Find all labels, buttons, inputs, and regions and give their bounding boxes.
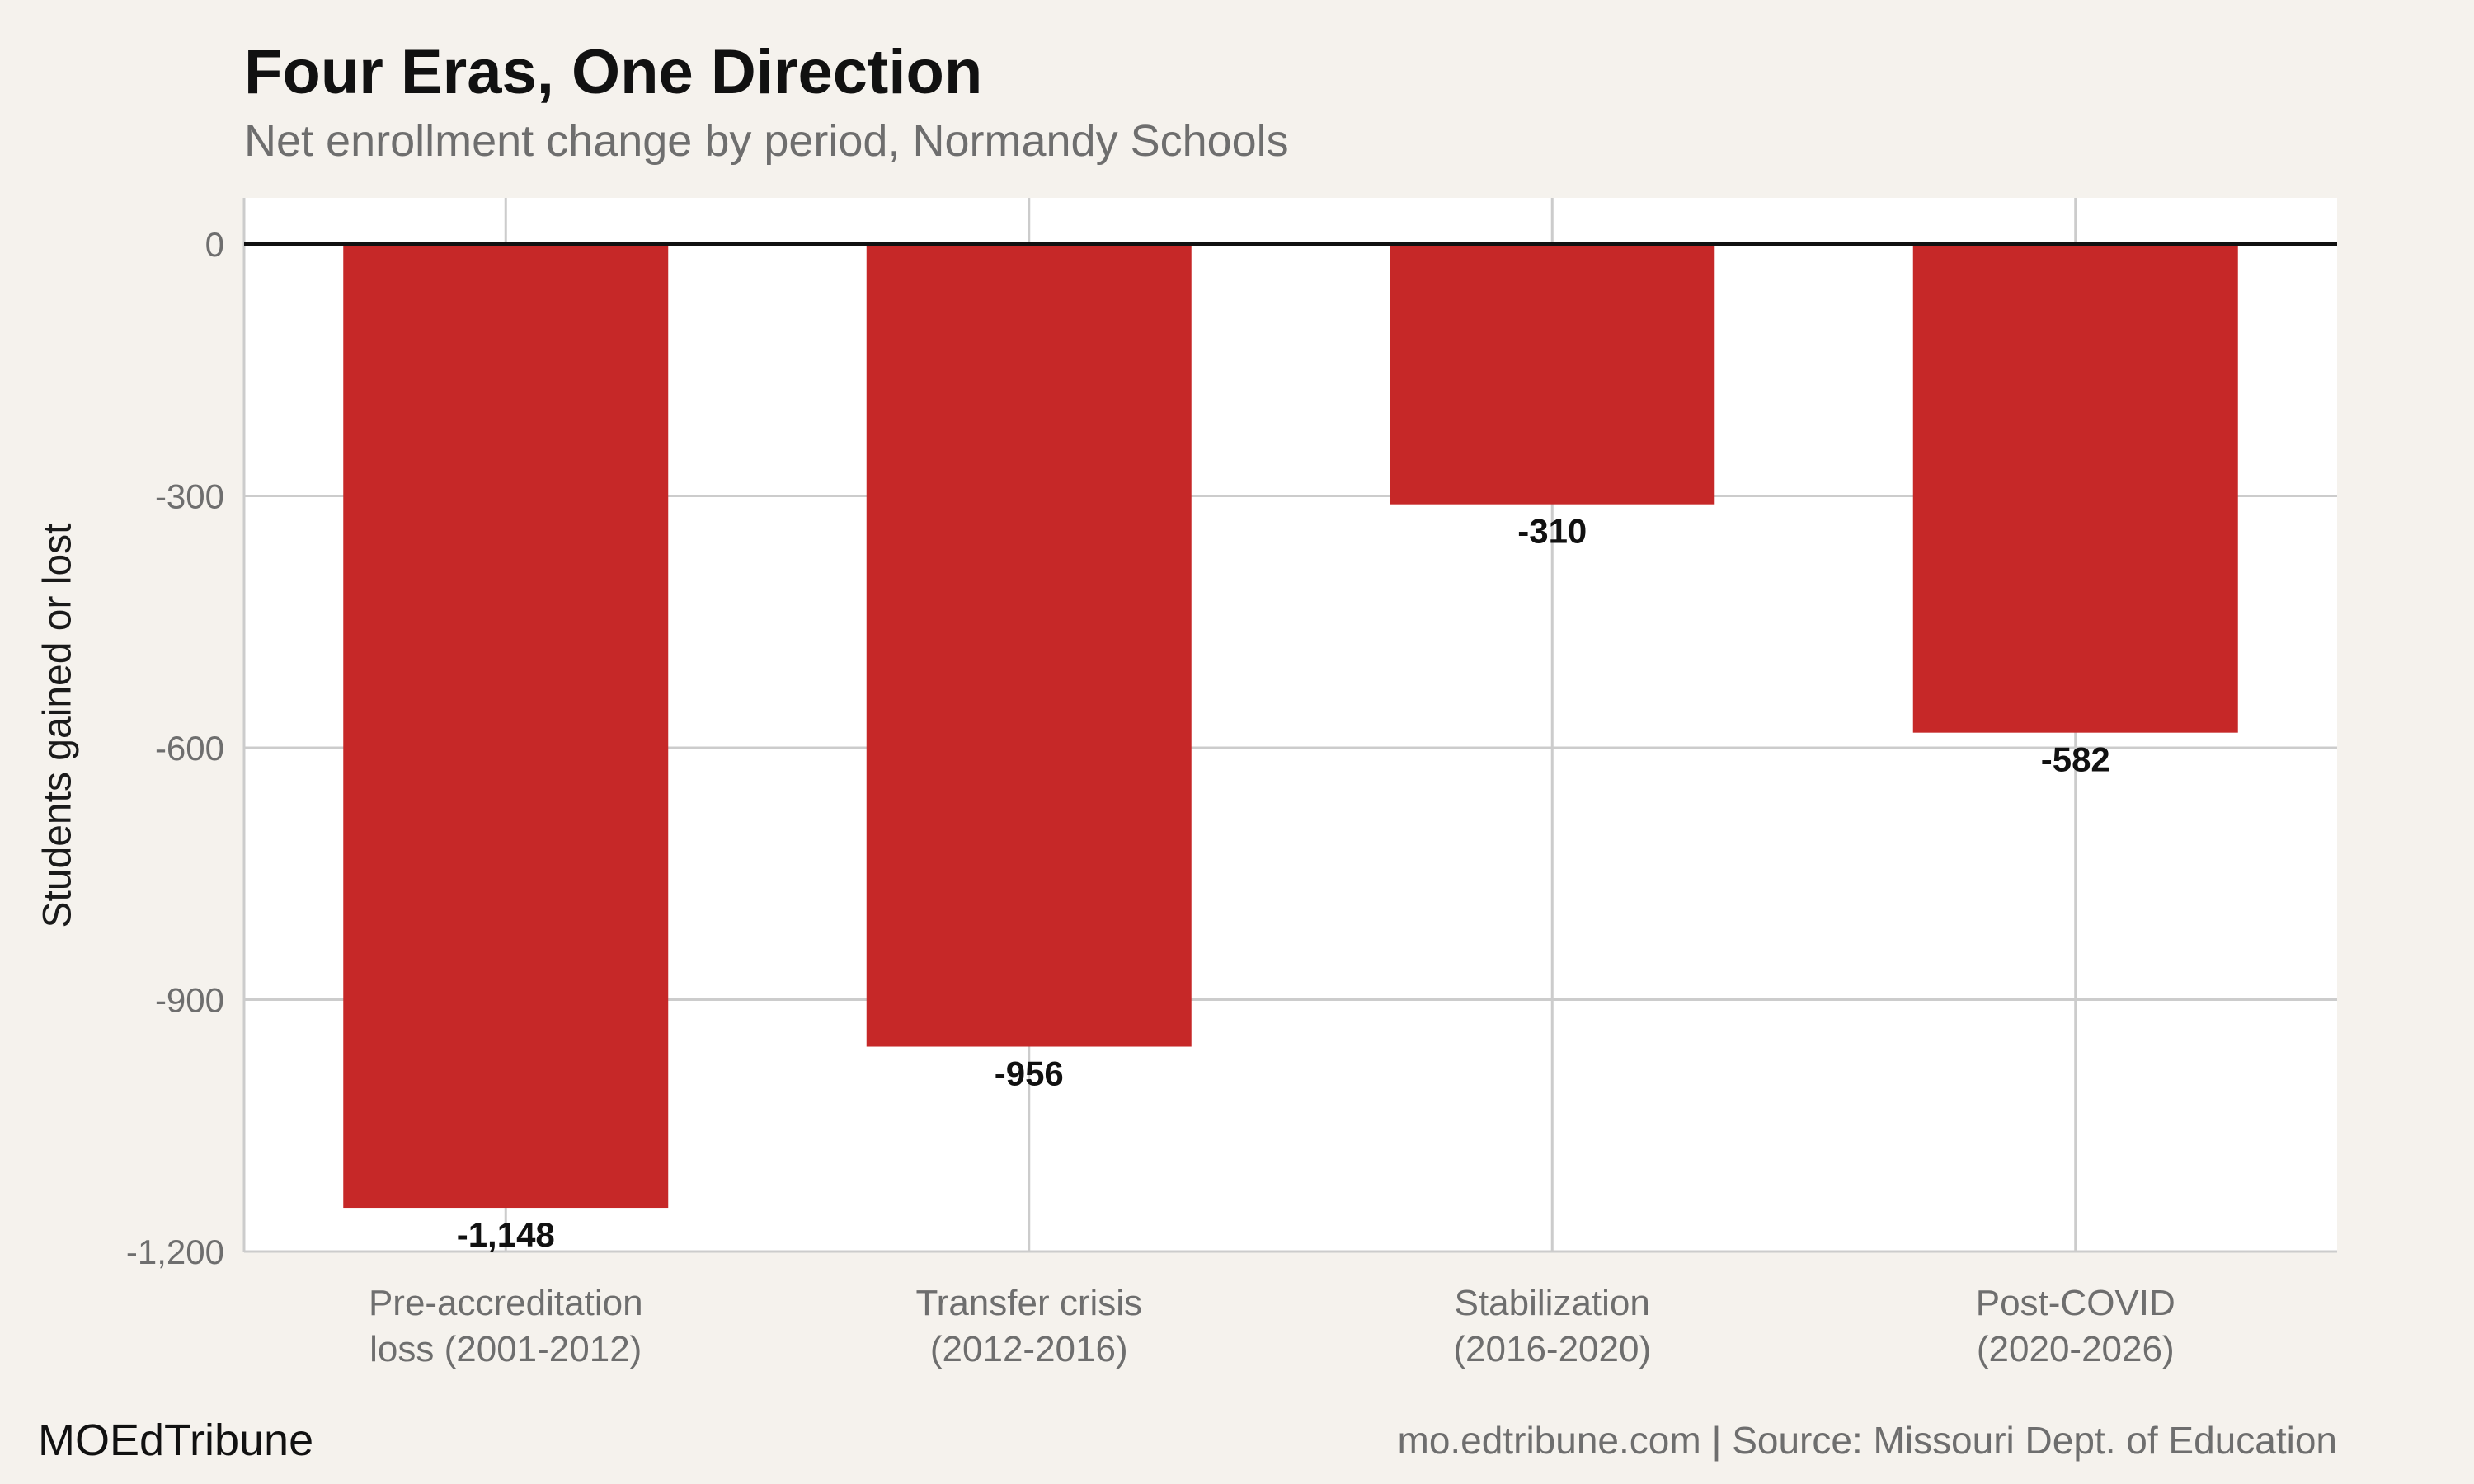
bar-value-label: -956 [995, 1054, 1064, 1093]
y-tick-label: 0 [205, 225, 224, 264]
bar [866, 244, 1192, 1047]
bar-value-label: -1,148 [457, 1215, 555, 1254]
chart-title: Four Eras, One Direction [244, 37, 983, 107]
y-tick-label: -300 [155, 477, 224, 516]
x-tick-label: (2020-2026) [1977, 1329, 2175, 1369]
x-tick-label: (2012-2016) [930, 1329, 1128, 1369]
y-tick-label: -900 [155, 981, 224, 1020]
x-tick-label: Post-COVID [1976, 1283, 2175, 1323]
bar-value-label: -582 [2041, 740, 2110, 779]
x-tick-label: (2016-2020) [1453, 1329, 1651, 1369]
x-tick-label: Pre-accreditation [369, 1283, 643, 1323]
bar [1912, 244, 2238, 733]
x-tick-label: Transfer crisis [915, 1283, 1142, 1323]
x-tick-label: Stabilization [1455, 1283, 1650, 1323]
bar-value-label: -310 [1517, 512, 1587, 551]
y-tick-label: -600 [155, 729, 224, 768]
bar [1390, 244, 1715, 505]
brand-logo-text: MOEdTribune [38, 1416, 314, 1465]
x-tick-label: loss (2001-2012) [369, 1329, 642, 1369]
bar [343, 244, 669, 1209]
source-note: mo.edtribune.com | Source: Missouri Dept… [1397, 1419, 2338, 1462]
chart-subtitle: Net enrollment change by period, Normand… [244, 116, 1289, 166]
y-tick-label: -1,200 [126, 1233, 224, 1271]
